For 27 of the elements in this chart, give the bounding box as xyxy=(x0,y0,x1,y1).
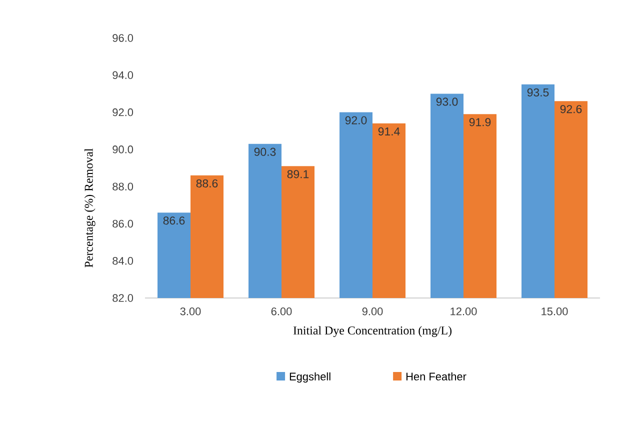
data-label: 92.0 xyxy=(345,116,367,124)
y-tick-label: 96.0 xyxy=(112,34,134,42)
data-label: 93.5 xyxy=(527,88,549,96)
y-tick-label: 86.0 xyxy=(112,220,134,228)
y-tick-label: 94.0 xyxy=(112,71,134,80)
legend-label: Hen Feather xyxy=(406,372,466,380)
data-label: 86.6 xyxy=(163,216,185,225)
x-tick-label: 3.00 xyxy=(180,308,201,316)
x-tick-label: 15.00 xyxy=(542,308,568,316)
data-label: 90.3 xyxy=(254,148,276,156)
data-label: 89.1 xyxy=(287,170,309,178)
data-label: 91.9 xyxy=(469,118,491,126)
y-axis-title: Percentage (%) Removal xyxy=(84,148,96,268)
y-tick-label: 90.0 xyxy=(112,146,134,154)
x-tick-label: 6.00 xyxy=(271,308,292,316)
x-tick-label: 9.00 xyxy=(362,308,383,316)
data-label: 91.4 xyxy=(378,127,400,136)
x-tick-label: 12.00 xyxy=(450,308,477,316)
legend-label: Eggshell xyxy=(290,372,330,383)
x-axis-title: Initial Dye Concentration (mg/L) xyxy=(293,326,452,337)
y-tick-label: 88.0 xyxy=(112,182,134,190)
data-label: 88.6 xyxy=(196,179,218,188)
data-label: 92.6 xyxy=(560,105,582,114)
y-tick-label: 82.0 xyxy=(112,294,134,302)
data-label: 93.0 xyxy=(436,98,458,106)
y-tick-label: 92.0 xyxy=(112,108,134,116)
y-tick-label: 84.0 xyxy=(112,256,134,265)
